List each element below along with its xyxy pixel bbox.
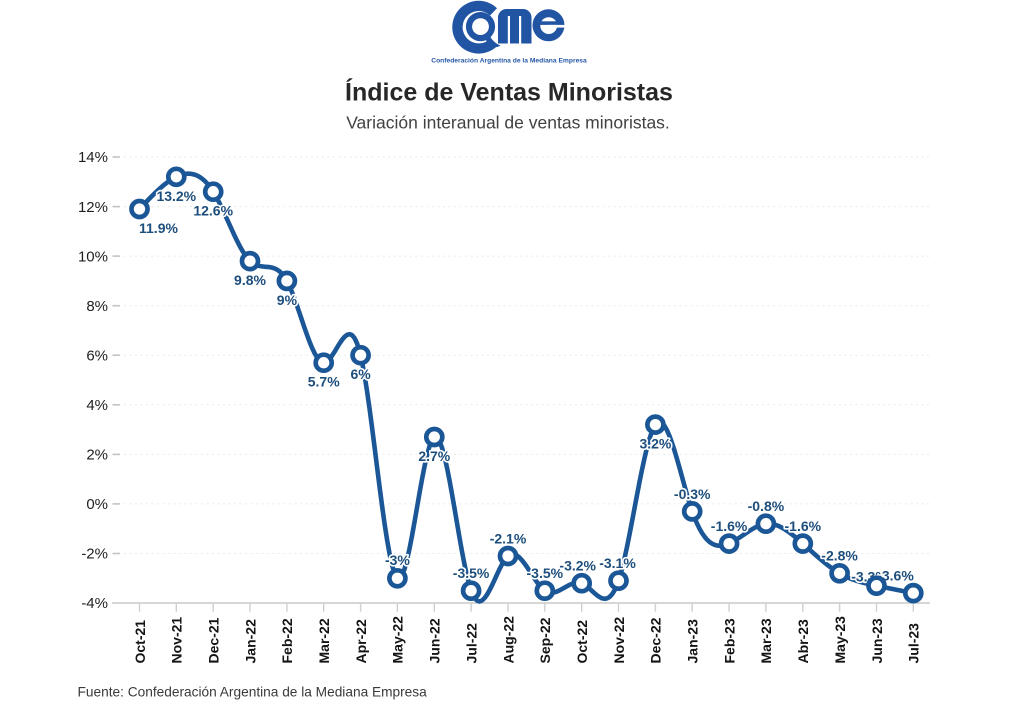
svg-text:-3.1%: -3.1% [599, 555, 636, 571]
svg-text:3.2%: 3.2% [639, 436, 671, 452]
svg-text:2%: 2% [86, 447, 108, 464]
svg-text:Sep-22: Sep-22 [537, 617, 553, 663]
svg-text:6%: 6% [86, 347, 108, 364]
svg-text:0%: 0% [86, 496, 108, 513]
svg-text:4%: 4% [86, 397, 108, 414]
svg-text:11.9%: 11.9% [139, 220, 178, 236]
svg-text:-0.8%: -0.8% [748, 498, 785, 514]
svg-text:Jan-23: Jan-23 [685, 619, 701, 664]
svg-text:-0.3%: -0.3% [674, 486, 711, 502]
svg-text:-3%: -3% [385, 552, 410, 568]
svg-text:13.2%: 13.2% [156, 188, 196, 204]
svg-text:8%: 8% [86, 298, 108, 315]
svg-text:Mar-22: Mar-22 [316, 618, 332, 663]
svg-text:-3.6%: -3.6% [877, 567, 914, 583]
svg-text:Variación interanual de ventas: Variación interanual de ventas minorista… [346, 113, 670, 133]
svg-text:2.7%: 2.7% [418, 448, 450, 464]
svg-text:6%: 6% [350, 366, 371, 382]
svg-text:9.8%: 9.8% [234, 272, 266, 288]
svg-text:Abr-23: Abr-23 [795, 619, 811, 664]
svg-text:Confederación Argentina de la: Confederación Argentina de la Mediana Em… [431, 58, 587, 65]
svg-text:Dec-21: Dec-21 [206, 617, 222, 663]
svg-text:5.7%: 5.7% [308, 374, 340, 390]
svg-text:Jul-22: Jul-22 [463, 623, 479, 664]
svg-text:Dec-22: Dec-22 [648, 617, 664, 663]
svg-text:-2.8%: -2.8% [821, 548, 858, 564]
svg-text:-1.6%: -1.6% [711, 518, 748, 534]
svg-text:Feb-22: Feb-22 [279, 618, 295, 663]
svg-text:12%: 12% [78, 199, 108, 216]
svg-text:9%: 9% [277, 292, 298, 308]
svg-text:Apr-22: Apr-22 [353, 619, 369, 664]
svg-text:-3.2%: -3.2% [559, 558, 596, 574]
svg-text:-4%: -4% [81, 595, 108, 612]
svg-text:-2.1%: -2.1% [490, 530, 527, 546]
svg-text:May-23: May-23 [832, 616, 848, 664]
svg-text:12.6%: 12.6% [193, 203, 233, 219]
svg-text:Mar-23: Mar-23 [758, 618, 774, 663]
svg-text:Nov-21: Nov-21 [169, 617, 185, 664]
svg-text:-3.5%: -3.5% [527, 565, 564, 581]
svg-text:-1.6%: -1.6% [785, 518, 822, 534]
svg-text:Nov-22: Nov-22 [611, 617, 627, 664]
svg-text:May-22: May-22 [390, 616, 406, 664]
svg-text:Feb-23: Feb-23 [721, 618, 737, 663]
svg-text:Oct-21: Oct-21 [132, 620, 148, 664]
svg-text:-2%: -2% [81, 546, 108, 563]
svg-text:Fuente: Confederación Argentin: Fuente: Confederación Argentina de la Me… [78, 684, 428, 699]
svg-text:Jun-22: Jun-22 [427, 618, 443, 663]
svg-text:-3.5%: -3.5% [453, 565, 490, 581]
svg-text:Jun-23: Jun-23 [869, 618, 885, 663]
svg-text:10%: 10% [78, 248, 108, 265]
svg-text:Jul-23: Jul-23 [906, 623, 922, 664]
svg-text:Jan-22: Jan-22 [242, 619, 258, 664]
svg-text:Oct-22: Oct-22 [574, 620, 590, 664]
svg-text:14%: 14% [78, 149, 108, 166]
svg-text:Aug-22: Aug-22 [500, 616, 516, 664]
svg-text:Índice de Ventas Minoristas: Índice de Ventas Minoristas [345, 78, 673, 107]
